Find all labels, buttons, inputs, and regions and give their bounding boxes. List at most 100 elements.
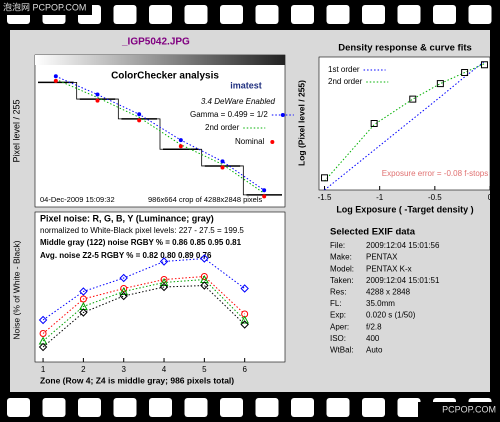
marker <box>137 118 142 123</box>
y-axis-label: Log (Pixel level / 255) <box>296 80 306 166</box>
marker <box>95 98 100 103</box>
note: normalized to White-Black pixel levels: … <box>40 226 244 235</box>
step-edge <box>240 165 247 196</box>
series-line <box>55 78 265 194</box>
marker <box>461 69 469 77</box>
sprocket-hole <box>362 398 385 417</box>
watermark: PCPOP.COM <box>442 404 496 414</box>
legend-label: 2nd order <box>205 123 240 132</box>
marker <box>119 291 128 301</box>
exif-value: PENTAX <box>366 253 398 262</box>
marker <box>220 165 225 170</box>
marker <box>240 320 249 329</box>
sprocket-hole <box>433 5 456 24</box>
marker <box>53 74 58 79</box>
sprocket-hole <box>326 398 350 417</box>
marker <box>95 92 100 97</box>
marker <box>119 286 129 295</box>
sprocket-hole <box>397 5 421 24</box>
marker <box>262 194 267 199</box>
marker <box>280 113 285 117</box>
marker <box>38 342 48 352</box>
step-edge <box>198 148 205 167</box>
sprocket-hole <box>255 5 279 24</box>
exif-value: f/2.8 <box>366 322 382 331</box>
x-tick-label: -1.5 <box>318 193 332 202</box>
sprocket-hole <box>291 5 314 24</box>
note: Avg. noise Z2-5 RGBY % = 0.82 0.80 0.89 … <box>40 251 212 260</box>
series-line <box>42 278 246 342</box>
y-axis-label: Pixel level / 255 <box>11 99 21 162</box>
marker <box>270 140 275 144</box>
marker <box>370 120 378 127</box>
marker <box>409 95 417 103</box>
step-edge <box>73 81 80 100</box>
legend-label: Gamma = 0.499 = 1/2 <box>190 110 268 119</box>
exif-value: PENTAX K-x <box>366 264 412 273</box>
sprocket-hole <box>362 5 385 24</box>
marker <box>178 138 183 143</box>
exif-value: 4288 x 2848 <box>366 288 411 297</box>
marker <box>480 61 488 69</box>
x-tick-label: 6 <box>242 365 247 374</box>
x-tick-label: -0.5 <box>428 193 442 202</box>
chart-title: Pixel noise: R, G, B, Y (Luminance; gray… <box>40 213 214 223</box>
marker <box>240 284 249 293</box>
exif-value: 400 <box>366 334 380 343</box>
crop-note: 986x664 crop of 4288x2848 pixels <box>148 195 263 204</box>
marker <box>159 277 169 286</box>
series-line <box>42 275 246 334</box>
sprocket-holes <box>7 5 492 417</box>
exif-value: 0.020 s (1/50) <box>366 311 416 320</box>
date: 04-Dec-2009 15:09:32 <box>40 195 115 204</box>
legend-label: 2nd order <box>328 77 363 86</box>
marker <box>159 282 169 292</box>
marker <box>321 174 329 182</box>
sprocket-hole <box>397 398 421 417</box>
sprocket-hole <box>149 398 172 417</box>
x-tick-label: 1 <box>41 365 46 374</box>
marker <box>120 285 128 292</box>
file-title: _IGP5042.JPG <box>121 37 190 48</box>
exif-value: Auto <box>366 346 383 355</box>
series-line <box>55 75 265 191</box>
x-tick-label: 5 <box>202 365 207 374</box>
sprocket-hole <box>184 398 208 417</box>
series-line <box>324 61 485 191</box>
x-tick-label: 0 <box>488 193 493 202</box>
step-edge <box>157 118 163 150</box>
exif-key: Make: <box>330 253 352 262</box>
marker <box>240 315 250 324</box>
sprocket-hole <box>468 5 492 24</box>
sprocket-hole <box>291 398 314 417</box>
watermark-background <box>418 402 500 418</box>
sprocket-hole <box>184 5 208 24</box>
marker <box>159 257 169 266</box>
marker <box>79 287 88 296</box>
marker <box>200 273 208 280</box>
chart-title: ColorChecker analysis <box>111 71 219 82</box>
exif-key: Model: <box>330 264 354 273</box>
x-tick-label: 3 <box>121 365 126 374</box>
marker <box>220 159 225 164</box>
y-axis-label: Noise (% of White - Black) <box>11 240 21 339</box>
sprocket-hole <box>7 398 30 417</box>
watermark: 泡泡网 PCPOP.COM <box>3 1 86 12</box>
sprocket-hole <box>113 398 137 417</box>
exif-key: Aper: <box>330 322 349 331</box>
sprocket-hole <box>78 398 101 417</box>
x-tick-label: 2 <box>81 365 86 374</box>
sprocket-hole <box>326 5 350 24</box>
watermark-background <box>0 0 92 15</box>
marker <box>79 308 88 317</box>
exif-value: 35.0mm <box>366 299 395 308</box>
marker <box>200 281 209 290</box>
marker <box>200 254 209 263</box>
gray-strip <box>35 55 285 65</box>
annotation: Exposure error = -0.08 f-stops <box>382 169 489 178</box>
exif-key: File: <box>330 241 345 250</box>
x-tick-label: -1 <box>376 193 384 202</box>
sprocket-hole <box>220 5 243 24</box>
marker <box>38 315 48 325</box>
